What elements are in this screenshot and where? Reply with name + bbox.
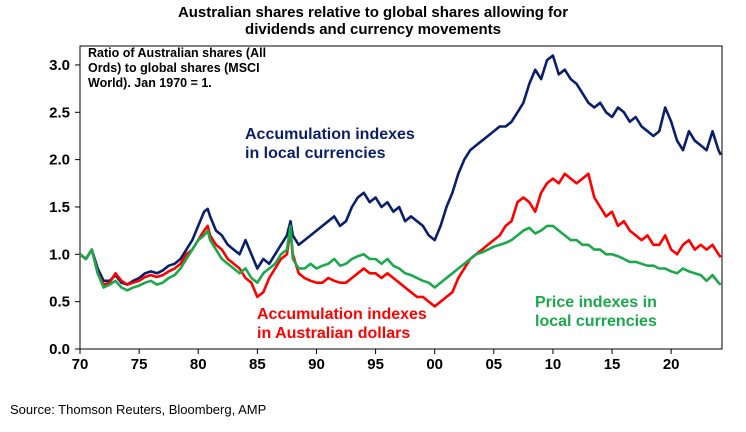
x-tick-label: 05 [485, 356, 502, 373]
chart-title-line2: dividends and currency movements [245, 21, 501, 38]
label-blue-line1: Accumulation indexes [245, 126, 415, 143]
label-blue-series: Accumulation indexes in local currencies [245, 125, 415, 163]
y-tick-label: 1.0 [49, 246, 70, 263]
x-tick-label: 20 [663, 356, 680, 373]
series-line-1 [79, 54, 722, 286]
y-tick-label: 0.0 [49, 341, 70, 358]
series-line-2 [79, 172, 722, 308]
x-tick-label: 15 [604, 356, 621, 373]
x-tick-label: 80 [190, 356, 207, 373]
label-green-line2: local currencies [535, 313, 657, 330]
y-tick-label: 1.5 [49, 199, 70, 216]
y-tick-label: 3.0 [49, 57, 70, 74]
x-tick-label: 10 [545, 356, 562, 373]
chart-title-line1: Australian shares relative to global sha… [177, 4, 569, 21]
label-green-series: Price indexes in local currencies [535, 293, 657, 331]
x-tick-label: 70 [72, 356, 89, 373]
x-tick-label: 00 [426, 356, 443, 373]
label-red-series: Accumulation indexes in Australian dolla… [257, 305, 427, 343]
x-tick-label: 95 [367, 356, 384, 373]
y-tick-label: 0.5 [49, 294, 70, 311]
plot-frame [79, 45, 723, 350]
x-tick-label: 85 [249, 356, 266, 373]
label-red-line2: in Australian dollars [257, 325, 411, 342]
y-tick-label: 2.5 [49, 104, 70, 121]
label-green-line1: Price indexes in [535, 294, 657, 311]
label-blue-line2: in local currencies [245, 145, 386, 162]
source-note: Source: Thomson Reuters, Bloomberg, AMP [10, 402, 267, 417]
x-tick-label: 90 [308, 356, 325, 373]
y-tick-label: 2.0 [49, 152, 70, 169]
chart-note: Ratio of Australian shares (All Ords) to… [88, 46, 267, 90]
series-line-3 [79, 224, 722, 292]
label-red-line1: Accumulation indexes [257, 306, 427, 323]
x-tick-label: 75 [131, 356, 148, 373]
